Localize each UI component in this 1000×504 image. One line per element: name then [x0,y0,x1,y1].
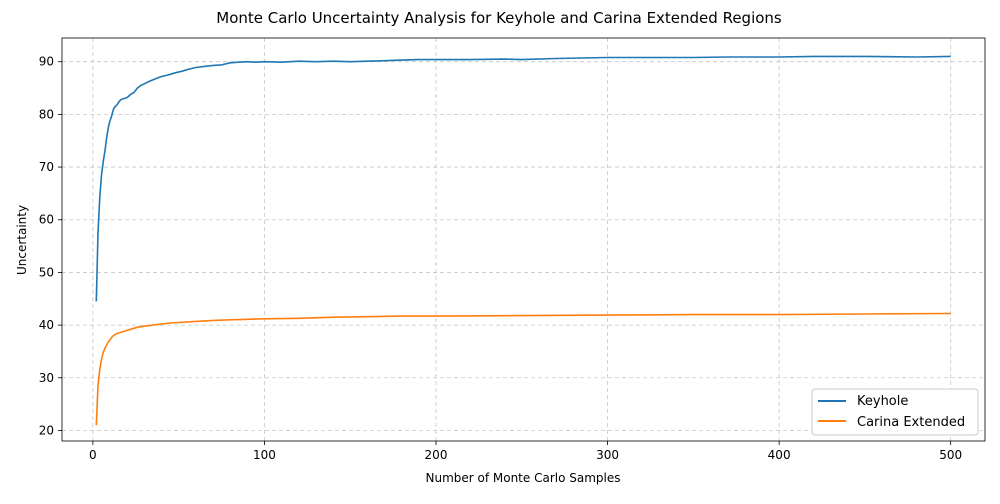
y-tick-label: 90 [39,55,54,69]
series-lines [95,55,951,426]
y-axis-label: Uncertainty [15,205,29,275]
y-tick-label: 30 [39,371,54,385]
legend-label-keyhole: Keyhole [857,394,908,409]
x-tick-label: 100 [253,448,276,462]
y-tick-label: 70 [39,160,54,174]
grid [62,38,985,441]
y-tick-label: 60 [39,213,54,227]
y-tick-label: 80 [39,107,54,121]
axis-ticks: 0 100 200 300 400 500 20 30 40 50 60 70 80 90 [39,55,962,462]
legend-label-carina-extended: Carina Extended [857,415,965,430]
x-tick-label: 300 [596,448,619,462]
y-tick-label: 20 [39,423,54,437]
x-axis-label: Number of Monte Carlo Samples [425,471,620,485]
legend: Keyhole Carina Extended [811,388,979,436]
y-tick-label: 50 [39,265,54,279]
x-tick-label: 500 [939,448,962,462]
x-tick-label: 0 [89,448,97,462]
series-line-carina-extended [95,312,951,426]
y-tick-label: 40 [39,318,54,332]
plot-frame [61,37,986,442]
x-tick-label: 400 [768,448,791,462]
chart-title: Monte Carlo Uncertainty Analysis for Key… [216,9,782,27]
series-line-keyhole [95,55,951,302]
x-tick-label: 200 [425,448,448,462]
legend-box [811,388,979,436]
